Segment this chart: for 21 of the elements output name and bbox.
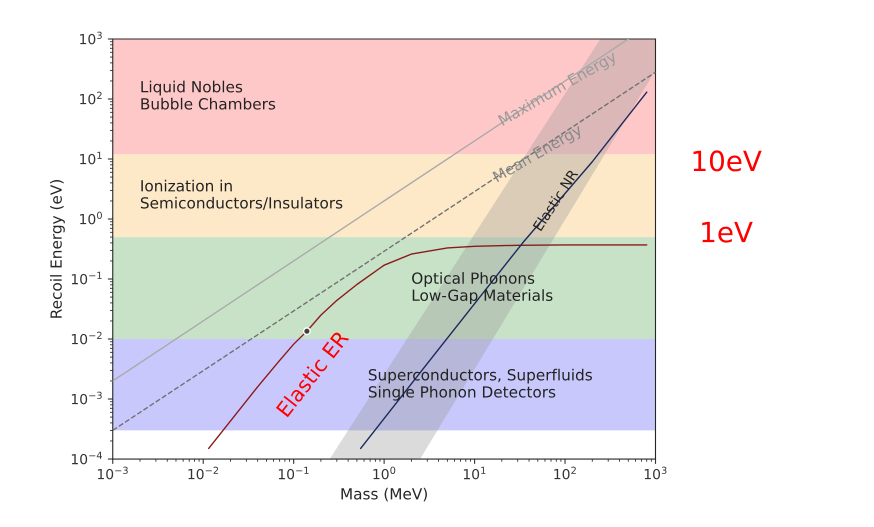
y-tick-label: 10$^{−1}$ (72, 272, 102, 284)
x-tick-label: 10$^{−3}$ (98, 466, 128, 480)
x-tick-label: 10$^{0}$ (373, 466, 396, 480)
x-tick-label: 10$^{1}$ (464, 466, 486, 480)
y-tick-label: 10$^{3}$ (80, 32, 102, 44)
text: 1eV (702, 222, 753, 243)
x-tick-label: 10$^{−2}$ (188, 466, 218, 480)
y-tick-label: 10$^{2}$ (80, 92, 102, 104)
band-label: Ionization in Semiconductors/Insulators (140, 180, 342, 210)
x-tick-label: 10$^{3}$ (644, 466, 666, 480)
y-axis-title: Recoil Energy (eV) (50, 180, 65, 318)
x-axis-title: Mass (MeV) (341, 488, 427, 502)
text: 10eV (694, 150, 762, 172)
y-tick-label: 10$^{−2}$ (72, 332, 102, 344)
x-tick-label: 10$^{2}$ (554, 466, 576, 480)
y-tick-label: 10$^{1}$ (80, 152, 102, 164)
y-tick-label: 10$^{−3}$ (72, 392, 102, 404)
x-tick-label: 10$^{−1}$ (278, 466, 309, 480)
y-tick-label: 10$^{0}$ (80, 212, 102, 224)
y-tick-label: 10$^{−4}$ (72, 452, 102, 464)
band-label: Liquid Nobles Bubble Chambers (141, 80, 276, 110)
